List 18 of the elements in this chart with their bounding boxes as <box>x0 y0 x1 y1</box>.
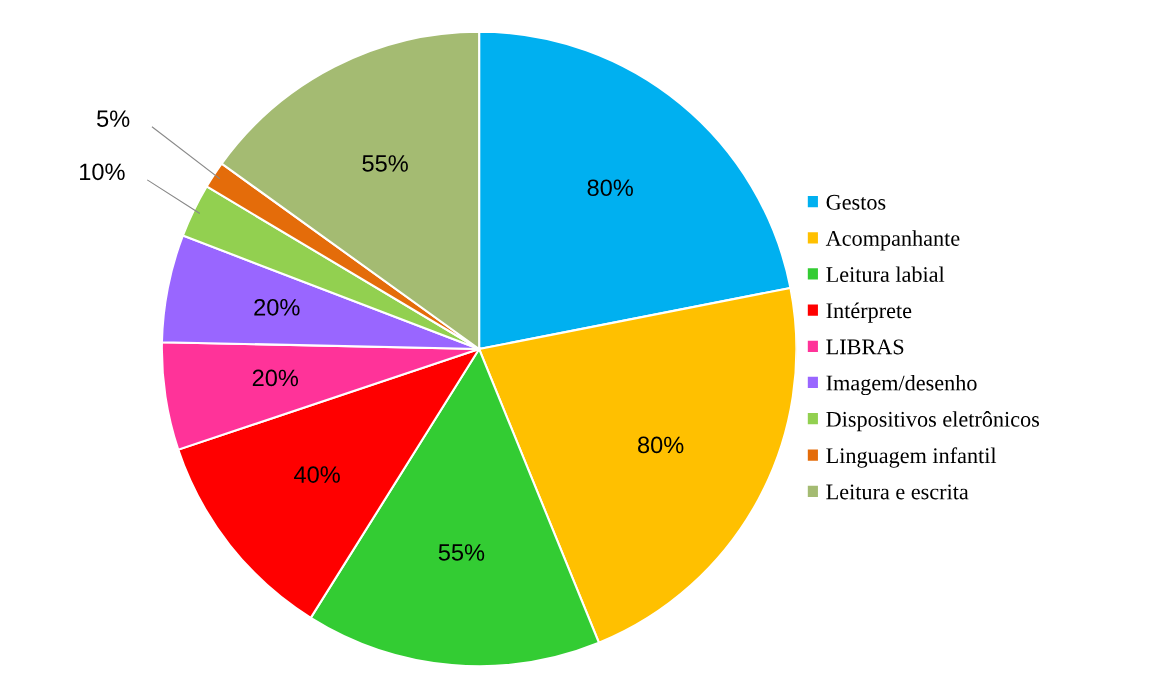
legend-label: Intérprete <box>826 302 912 323</box>
legend-label: Gestos <box>826 194 886 210</box>
data-label: 55% <box>362 155 408 172</box>
legend-label: Leitura labial <box>826 266 945 283</box>
data-label: 20% <box>252 369 299 387</box>
data-label: 80% <box>587 179 633 197</box>
data-label: 10% <box>80 163 125 181</box>
legend-label: LIBRAS <box>826 339 904 355</box>
data-label: 55% <box>438 544 485 561</box>
legend-label: Linguagem infantil <box>826 447 997 468</box>
legend-label: Imagem/desenho <box>826 374 977 396</box>
data-label: 40% <box>294 466 340 483</box>
data-label: 80% <box>638 436 684 454</box>
legend-label: Leitura e escrita <box>826 484 969 500</box>
legend-label: Dispositivos eletrônicos <box>826 411 1040 432</box>
data-label: 20% <box>254 298 300 316</box>
data-label: 5% <box>97 110 130 128</box>
legend-label: Acompanhante <box>825 230 960 251</box>
